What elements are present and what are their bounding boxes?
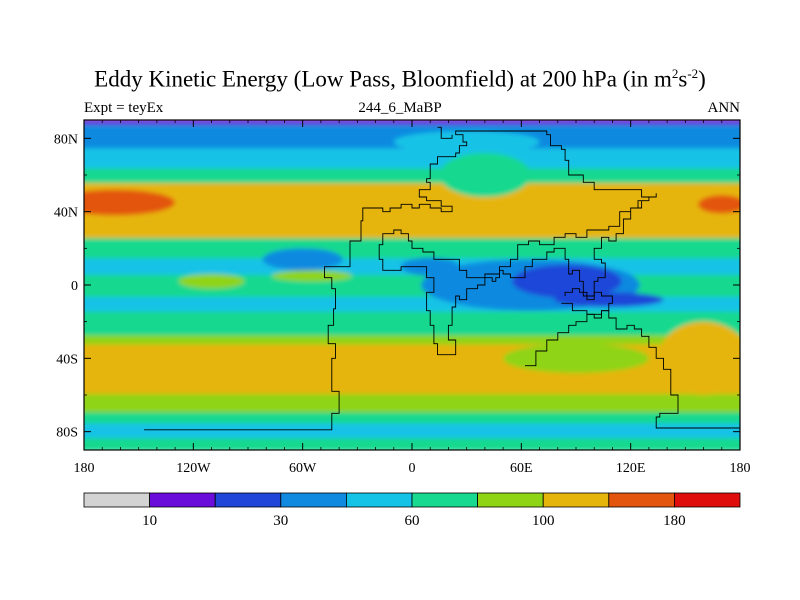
field-band-12 — [84, 394, 740, 415]
coastline-layer — [144, 126, 740, 432]
y-tick-label-0: 80N — [54, 132, 78, 147]
field-blob-1 — [698, 195, 740, 214]
coastline-3 — [561, 288, 613, 319]
colorbar-box-4 — [345, 492, 413, 508]
field-band-3 — [84, 168, 740, 186]
field-blob-2 — [178, 274, 245, 289]
coastline-0 — [144, 130, 657, 431]
coastline-2 — [437, 126, 453, 139]
colorbar-box-7 — [542, 492, 610, 508]
x-tick-label-0: 180 — [74, 461, 95, 476]
x-tick-label-5: 120E — [616, 461, 646, 476]
subtitle-right: ANN — [707, 100, 741, 116]
field-band-14 — [84, 423, 740, 440]
field-blob-11 — [658, 321, 740, 395]
colorbar-label-0: 10 — [142, 513, 157, 529]
colorbar: 10 30 60 100 180 — [83, 492, 741, 529]
field-blob-10 — [503, 343, 649, 374]
subtitle-center: 244_6_MaBP — [358, 100, 442, 116]
x-tick-label-6: 180 — [730, 461, 751, 476]
axis-layer: 180 120W 60W 0 60E 120E 180 80N 40N 0 40S 80S — [54, 120, 751, 476]
field-blob-3 — [271, 270, 352, 282]
colorbar-box-6 — [477, 492, 544, 508]
field-layer — [84, 120, 740, 450]
colorbar-label-3: 100 — [532, 513, 555, 529]
x-tick-label-2: 60W — [289, 461, 317, 476]
chart-title: Eddy Kinetic Energy (Low Pass, Bloomfiel… — [94, 66, 706, 92]
field-blob-0 — [84, 189, 176, 216]
y-tick-label-1: 40N — [54, 206, 78, 221]
colorbar-label-1: 30 — [273, 513, 288, 529]
coastline-1 — [525, 310, 740, 432]
field-blob-12 — [439, 153, 531, 197]
y-tick-label-3: 40S — [56, 352, 78, 367]
field-blob-5 — [262, 248, 343, 271]
field-band-2 — [84, 148, 740, 171]
field-band-13 — [84, 412, 740, 426]
colorbar-box-1 — [149, 492, 216, 508]
colorbar-box-9 — [674, 492, 741, 508]
x-tick-label-4: 60E — [510, 461, 533, 476]
colorbar-label-2: 60 — [405, 513, 420, 529]
x-tick-label-3: 0 — [409, 461, 416, 476]
subtitle-left: Expt = teyEx — [84, 100, 164, 116]
y-tick-label-2: 0 — [71, 279, 78, 294]
colorbar-label-4: 180 — [663, 513, 686, 529]
y-tick-label-4: 80S — [56, 426, 78, 441]
colorbar-box-3 — [280, 492, 347, 508]
field-blob-9 — [554, 292, 664, 307]
colorbar-box-5 — [411, 492, 478, 508]
field-band-11 — [84, 344, 740, 396]
colorbar-box-0 — [83, 492, 150, 508]
field-band-5 — [84, 238, 740, 261]
field-band-4 — [84, 183, 740, 241]
colorbar-box-2 — [214, 492, 282, 508]
field-band-9 — [84, 311, 740, 338]
x-tick-label-1: 120W — [176, 461, 211, 476]
field-band-10 — [84, 335, 740, 347]
colorbar-box-8 — [608, 492, 675, 508]
